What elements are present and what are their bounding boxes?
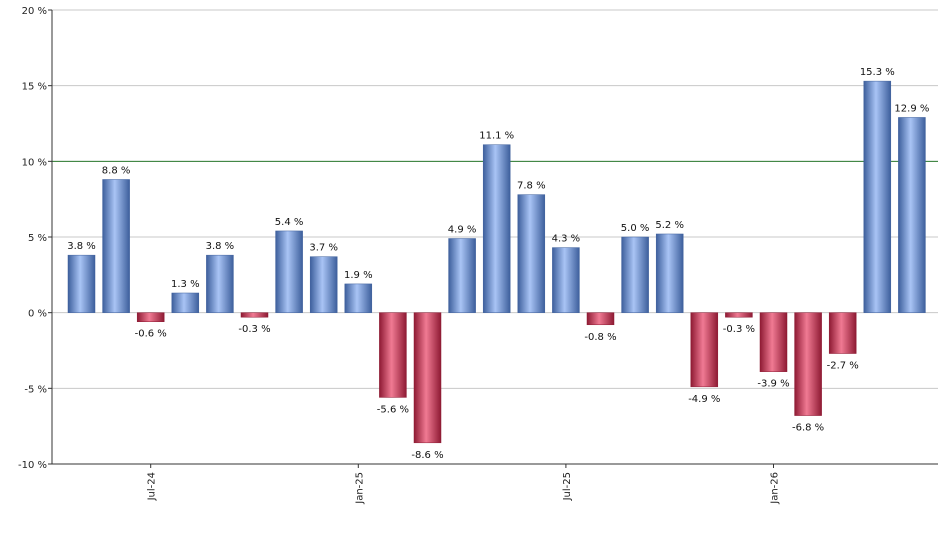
bar-negative (690, 312, 719, 388)
bar-value-label: 5.2 % (655, 220, 684, 231)
bar-value-label: 15.3 % (860, 67, 895, 78)
bar-value-label: -0.3 % (238, 324, 270, 335)
bar-positive (863, 80, 892, 313)
bar-value-label: 5.0 % (621, 223, 650, 234)
y-tick-label: -5 % (24, 384, 47, 395)
bar-positive (898, 117, 926, 313)
bar-value-label: 3.7 % (309, 243, 338, 254)
bar-value-label: -5.6 % (377, 404, 409, 415)
bar-positive (344, 283, 373, 313)
bar-positive (309, 256, 338, 313)
bar-positive (621, 236, 649, 313)
y-tick-label: 20 % (22, 6, 47, 17)
bar-positive (102, 179, 130, 313)
bar-value-label: -3.9 % (757, 379, 789, 390)
x-tick-label: Jul-25 (562, 472, 573, 501)
bar-negative (240, 312, 269, 318)
bar-positive (517, 194, 546, 313)
bar-positive (655, 233, 684, 313)
y-tick-label: 5 % (28, 233, 47, 244)
bar-negative (413, 312, 442, 444)
bar-positive (206, 254, 234, 313)
bar-positive (482, 144, 511, 313)
bar-value-label: -6.8 % (792, 423, 824, 434)
bar-negative (828, 312, 857, 354)
bar-value-label: -0.6 % (135, 329, 167, 340)
bar-value-label: 5.4 % (275, 217, 304, 228)
x-tick-label: Jan-25 (354, 472, 365, 505)
bar-negative (794, 312, 822, 416)
bar-value-label: -4.9 % (688, 394, 720, 405)
bar-value-label: 8.8 % (102, 165, 131, 176)
y-tick-label: 15 % (22, 82, 47, 93)
bar-negative (725, 312, 753, 318)
x-tick-label: Jan-26 (770, 472, 781, 505)
bar-value-label: 1.3 % (171, 279, 200, 290)
bar-value-label: -2.7 % (827, 361, 859, 372)
y-tick-label: -10 % (18, 460, 47, 471)
bar-value-label: 4.3 % (552, 234, 581, 245)
bar-value-label: 1.9 % (344, 270, 373, 281)
bar-positive (552, 247, 580, 313)
bar-positive (171, 292, 200, 313)
bars (67, 80, 926, 444)
bar-negative (759, 312, 788, 372)
bar-value-label: 3.8 % (67, 241, 96, 252)
bar-negative (586, 312, 615, 326)
y-tick-label: 10 % (22, 157, 47, 168)
bar-positive (275, 230, 303, 313)
bar-positive (67, 254, 96, 313)
x-tick-label: Jul-24 (147, 472, 158, 501)
bar-value-label: 11.1 % (479, 131, 514, 142)
bar-negative (379, 312, 407, 398)
data-labels: 3.8 % 8.8 % -0.6 % 1.3 % 3.8 % -0.3 % 5.4 % 3.7… (67, 67, 929, 461)
bar-value-label: -0.3 % (723, 324, 755, 335)
bar-value-label: 3.8 % (206, 241, 235, 252)
bar-negative (136, 312, 165, 322)
bar-value-label: 12.9 % (894, 103, 929, 114)
bar-value-label: 7.8 % (517, 181, 546, 192)
y-tick-label: 0 % (28, 309, 47, 320)
bar-value-label: 4.9 % (448, 225, 477, 236)
bar-value-label: -8.6 % (411, 450, 443, 461)
bar-value-label: -0.8 % (584, 332, 616, 343)
axes: 20 % 15 % 10 % 5 % 0 % -5 % -10 % Jul-24 Jan-25 J… (18, 6, 938, 505)
bar-positive (448, 238, 476, 313)
